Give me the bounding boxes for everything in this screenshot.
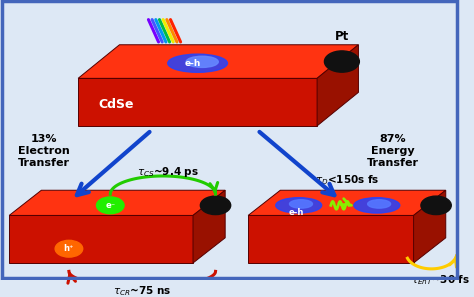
Polygon shape [9, 190, 225, 215]
Text: $\tau_{EnT}$~30 fs: $\tau_{EnT}$~30 fs [411, 273, 470, 287]
Ellipse shape [186, 56, 219, 67]
Circle shape [421, 196, 451, 215]
Polygon shape [317, 45, 358, 126]
Ellipse shape [354, 198, 400, 213]
Ellipse shape [368, 200, 391, 208]
Text: $\tau_D$<150s fs: $\tau_D$<150s fs [315, 173, 379, 187]
Polygon shape [248, 215, 414, 263]
Polygon shape [9, 215, 193, 263]
Polygon shape [78, 78, 317, 126]
Ellipse shape [276, 198, 322, 213]
Circle shape [201, 196, 231, 215]
Text: $\tau_{CS}$~9.4 ps: $\tau_{CS}$~9.4 ps [137, 165, 199, 179]
Ellipse shape [168, 54, 228, 72]
Text: 87%
Energy
Transfer: 87% Energy Transfer [367, 135, 419, 168]
Circle shape [97, 197, 124, 214]
Text: h⁺: h⁺ [64, 244, 74, 253]
Text: e-h: e-h [185, 59, 201, 68]
Polygon shape [414, 190, 446, 263]
Circle shape [324, 51, 359, 72]
Text: 13%
Electron
Transfer: 13% Electron Transfer [18, 135, 70, 168]
Circle shape [55, 240, 83, 257]
Text: e⁻: e⁻ [105, 200, 115, 210]
Polygon shape [193, 190, 225, 263]
Polygon shape [78, 45, 358, 78]
Text: CdSe: CdSe [99, 98, 134, 111]
Text: e-h: e-h [289, 208, 304, 217]
Text: $\tau_{CR}$~75 ns: $\tau_{CR}$~75 ns [113, 284, 172, 297]
Polygon shape [248, 190, 446, 215]
Text: Pt: Pt [335, 30, 349, 43]
Ellipse shape [290, 200, 312, 208]
